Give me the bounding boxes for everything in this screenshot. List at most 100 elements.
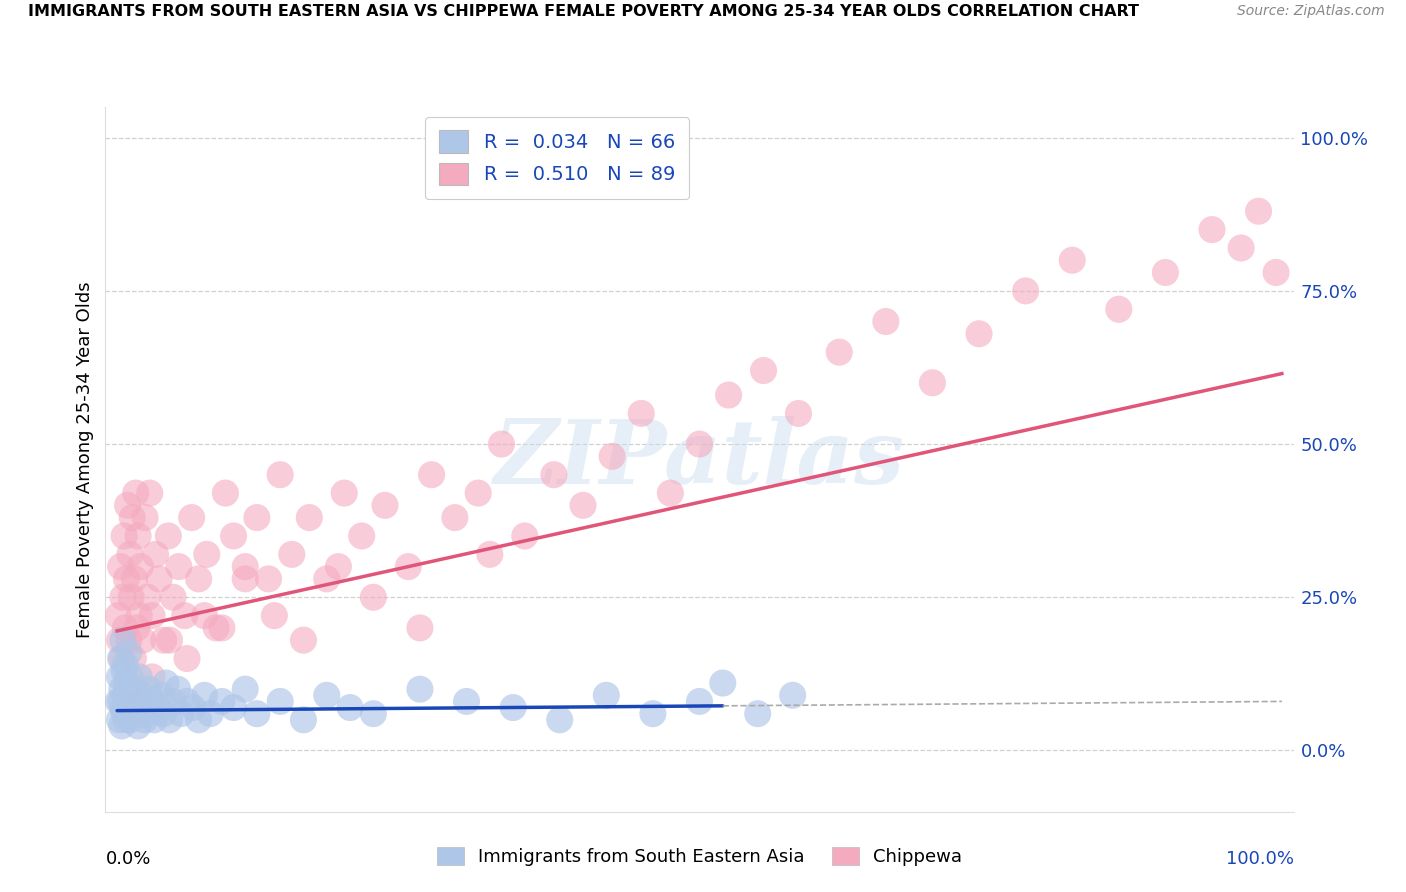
Point [108, 713, 131, 727]
Point [641, 706, 664, 721]
Point [110, 559, 132, 574]
Point [107, 608, 129, 623]
Point [205, 621, 228, 635]
Point [148, 572, 170, 586]
Point [921, 376, 943, 390]
Point [548, 713, 571, 727]
Y-axis label: Female Poverty Among 25-34 Year Olds: Female Poverty Among 25-34 Year Olds [76, 281, 94, 638]
Point [333, 486, 356, 500]
Point [222, 529, 245, 543]
Point [339, 700, 361, 714]
Point [717, 388, 740, 402]
Text: 0.0%: 0.0% [105, 850, 150, 869]
Point [659, 486, 682, 500]
Point [222, 700, 245, 714]
Legend: Immigrants from South Eastern Asia, Chippewa: Immigrants from South Eastern Asia, Chip… [429, 839, 970, 873]
Point [138, 486, 160, 500]
Point [134, 510, 156, 524]
Point [1230, 241, 1253, 255]
Point [195, 547, 218, 561]
Text: ZIPatlas: ZIPatlas [494, 417, 905, 502]
Point [281, 547, 304, 561]
Point [828, 345, 851, 359]
Point [233, 559, 256, 574]
Point [787, 406, 810, 420]
Point [363, 706, 385, 721]
Point [513, 529, 536, 543]
Point [187, 572, 209, 586]
Point [115, 676, 138, 690]
Point [350, 529, 373, 543]
Point [110, 651, 132, 665]
Point [118, 645, 141, 659]
Point [630, 406, 652, 420]
Point [211, 694, 233, 708]
Point [409, 621, 432, 635]
Point [782, 688, 804, 702]
Point [129, 694, 152, 708]
Point [181, 700, 204, 714]
Point [363, 591, 385, 605]
Point [118, 633, 141, 648]
Point [233, 572, 256, 586]
Point [600, 450, 623, 464]
Point [1265, 265, 1288, 279]
Point [444, 510, 467, 524]
Point [111, 633, 134, 648]
Point [292, 633, 315, 648]
Point [128, 608, 150, 623]
Point [124, 572, 146, 586]
Point [141, 670, 163, 684]
Point [246, 510, 269, 524]
Point [112, 664, 135, 678]
Point [134, 713, 156, 727]
Text: Source: ZipAtlas.com: Source: ZipAtlas.com [1237, 4, 1385, 19]
Point [128, 670, 150, 684]
Point [155, 676, 177, 690]
Point [125, 706, 148, 721]
Point [689, 437, 711, 451]
Point [118, 547, 141, 561]
Point [374, 499, 396, 513]
Point [711, 676, 734, 690]
Point [173, 608, 195, 623]
Point [176, 651, 198, 665]
Point [233, 682, 256, 697]
Point [193, 688, 215, 702]
Point [121, 688, 143, 702]
Point [114, 657, 136, 672]
Point [456, 694, 478, 708]
Point [166, 682, 188, 697]
Point [543, 467, 565, 482]
Point [1247, 204, 1270, 219]
Point [120, 713, 142, 727]
Point [121, 510, 143, 524]
Point [595, 688, 617, 702]
Point [138, 682, 160, 697]
Point [467, 486, 489, 500]
Point [328, 559, 350, 574]
Point [502, 700, 524, 714]
Point [159, 713, 181, 727]
Point [118, 700, 141, 714]
Point [122, 651, 145, 665]
Point [125, 621, 148, 635]
Point [176, 694, 198, 708]
Point [180, 510, 202, 524]
Point [150, 688, 173, 702]
Point [111, 682, 134, 697]
Point [124, 682, 146, 697]
Point [117, 499, 139, 513]
Point [127, 529, 149, 543]
Point [263, 608, 285, 623]
Point [111, 651, 134, 665]
Point [112, 706, 135, 721]
Point [129, 559, 152, 574]
Point [246, 706, 269, 721]
Point [108, 633, 131, 648]
Point [162, 694, 184, 708]
Point [298, 510, 321, 524]
Point [1154, 265, 1177, 279]
Point [114, 621, 136, 635]
Point [114, 688, 136, 702]
